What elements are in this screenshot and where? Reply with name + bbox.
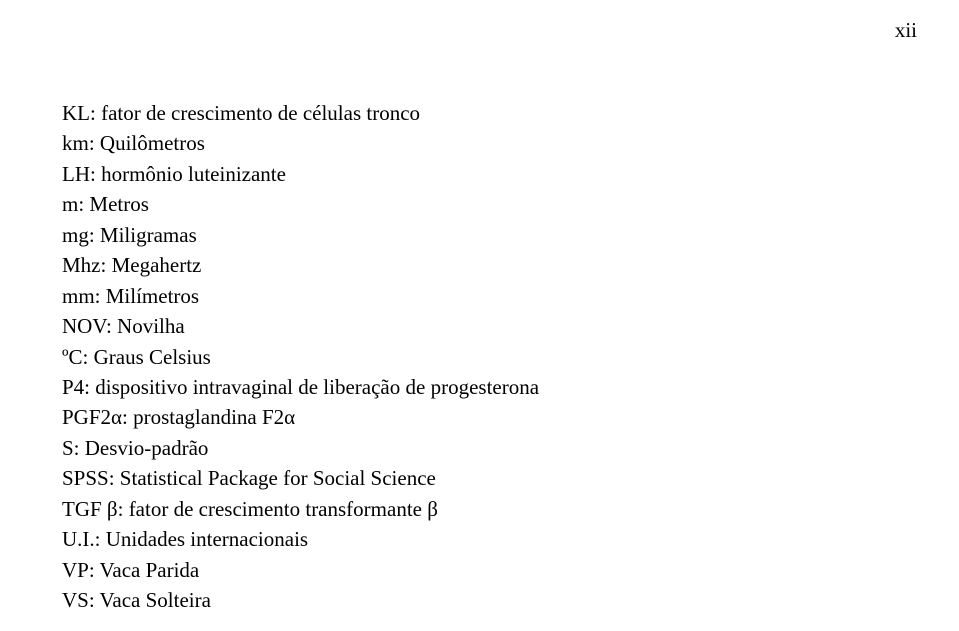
list-item: VS: Vaca Solteira <box>62 585 897 615</box>
list-item: SPSS: Statistical Package for Social Sci… <box>62 463 897 493</box>
abbreviations-list: KL: fator de crescimento de células tron… <box>62 98 897 615</box>
list-item: TGF β: fator de crescimento transformant… <box>62 494 897 524</box>
list-item: LH: hormônio luteinizante <box>62 159 897 189</box>
list-item: m: Metros <box>62 189 897 219</box>
list-item: KL: fator de crescimento de células tron… <box>62 98 897 128</box>
list-item: VP: Vaca Parida <box>62 555 897 585</box>
list-item: NOV: Novilha <box>62 311 897 341</box>
list-item: P4: dispositivo intravaginal de liberaçã… <box>62 372 897 402</box>
list-item: U.I.: Unidades internacionais <box>62 524 897 554</box>
list-item: mm: Milímetros <box>62 281 897 311</box>
list-item: mg: Miligramas <box>62 220 897 250</box>
list-item: km: Quilômetros <box>62 128 897 158</box>
list-item: PGF2α: prostaglandina F2α <box>62 402 897 432</box>
list-item: Mhz: Megahertz <box>62 250 897 280</box>
list-item: ºC: Graus Celsius <box>62 342 897 372</box>
page-number: xii <box>895 18 917 43</box>
list-item: S: Desvio-padrão <box>62 433 897 463</box>
